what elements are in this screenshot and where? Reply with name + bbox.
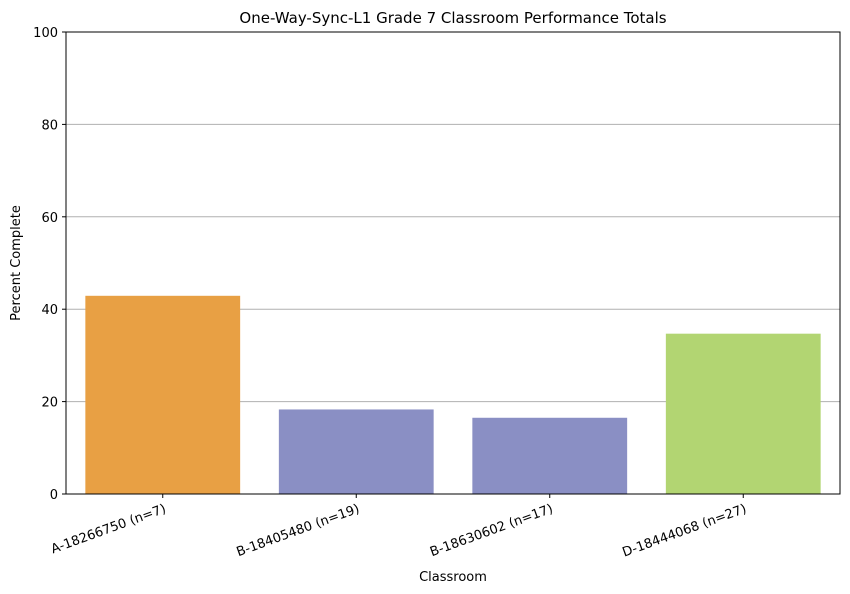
x-tick-label: B-18630602 (n=17) [428,502,555,560]
chart-title: One-Way-Sync-L1 Grade 7 Classroom Perfor… [239,9,666,27]
bar [665,333,821,494]
bar [472,417,628,494]
y-tick-label: 40 [41,303,58,318]
y-axis-label: Percent Complete [9,205,24,321]
y-tick-label: 0 [50,488,58,503]
x-tick-label: D-18444068 (n=27) [621,502,749,561]
y-tick-label: 80 [41,118,58,133]
x-tick-label: A-18266750 (n=7) [49,502,168,558]
x-axis-ticks: A-18266750 (n=7) B-18405480 (n=19) B-18630… [49,494,749,561]
y-tick-label: 20 [41,396,58,411]
bars [85,295,821,494]
x-axis-label: Classroom [419,570,487,585]
x-tick-label: B-18405480 (n=19) [235,502,362,560]
bar [278,409,434,494]
y-axis-ticks: 0 20 40 60 80 100 [33,26,66,503]
y-tick-label: 60 [41,211,58,226]
y-tick-label: 100 [33,26,58,41]
plot-frame [65,31,841,495]
bar [85,295,241,494]
